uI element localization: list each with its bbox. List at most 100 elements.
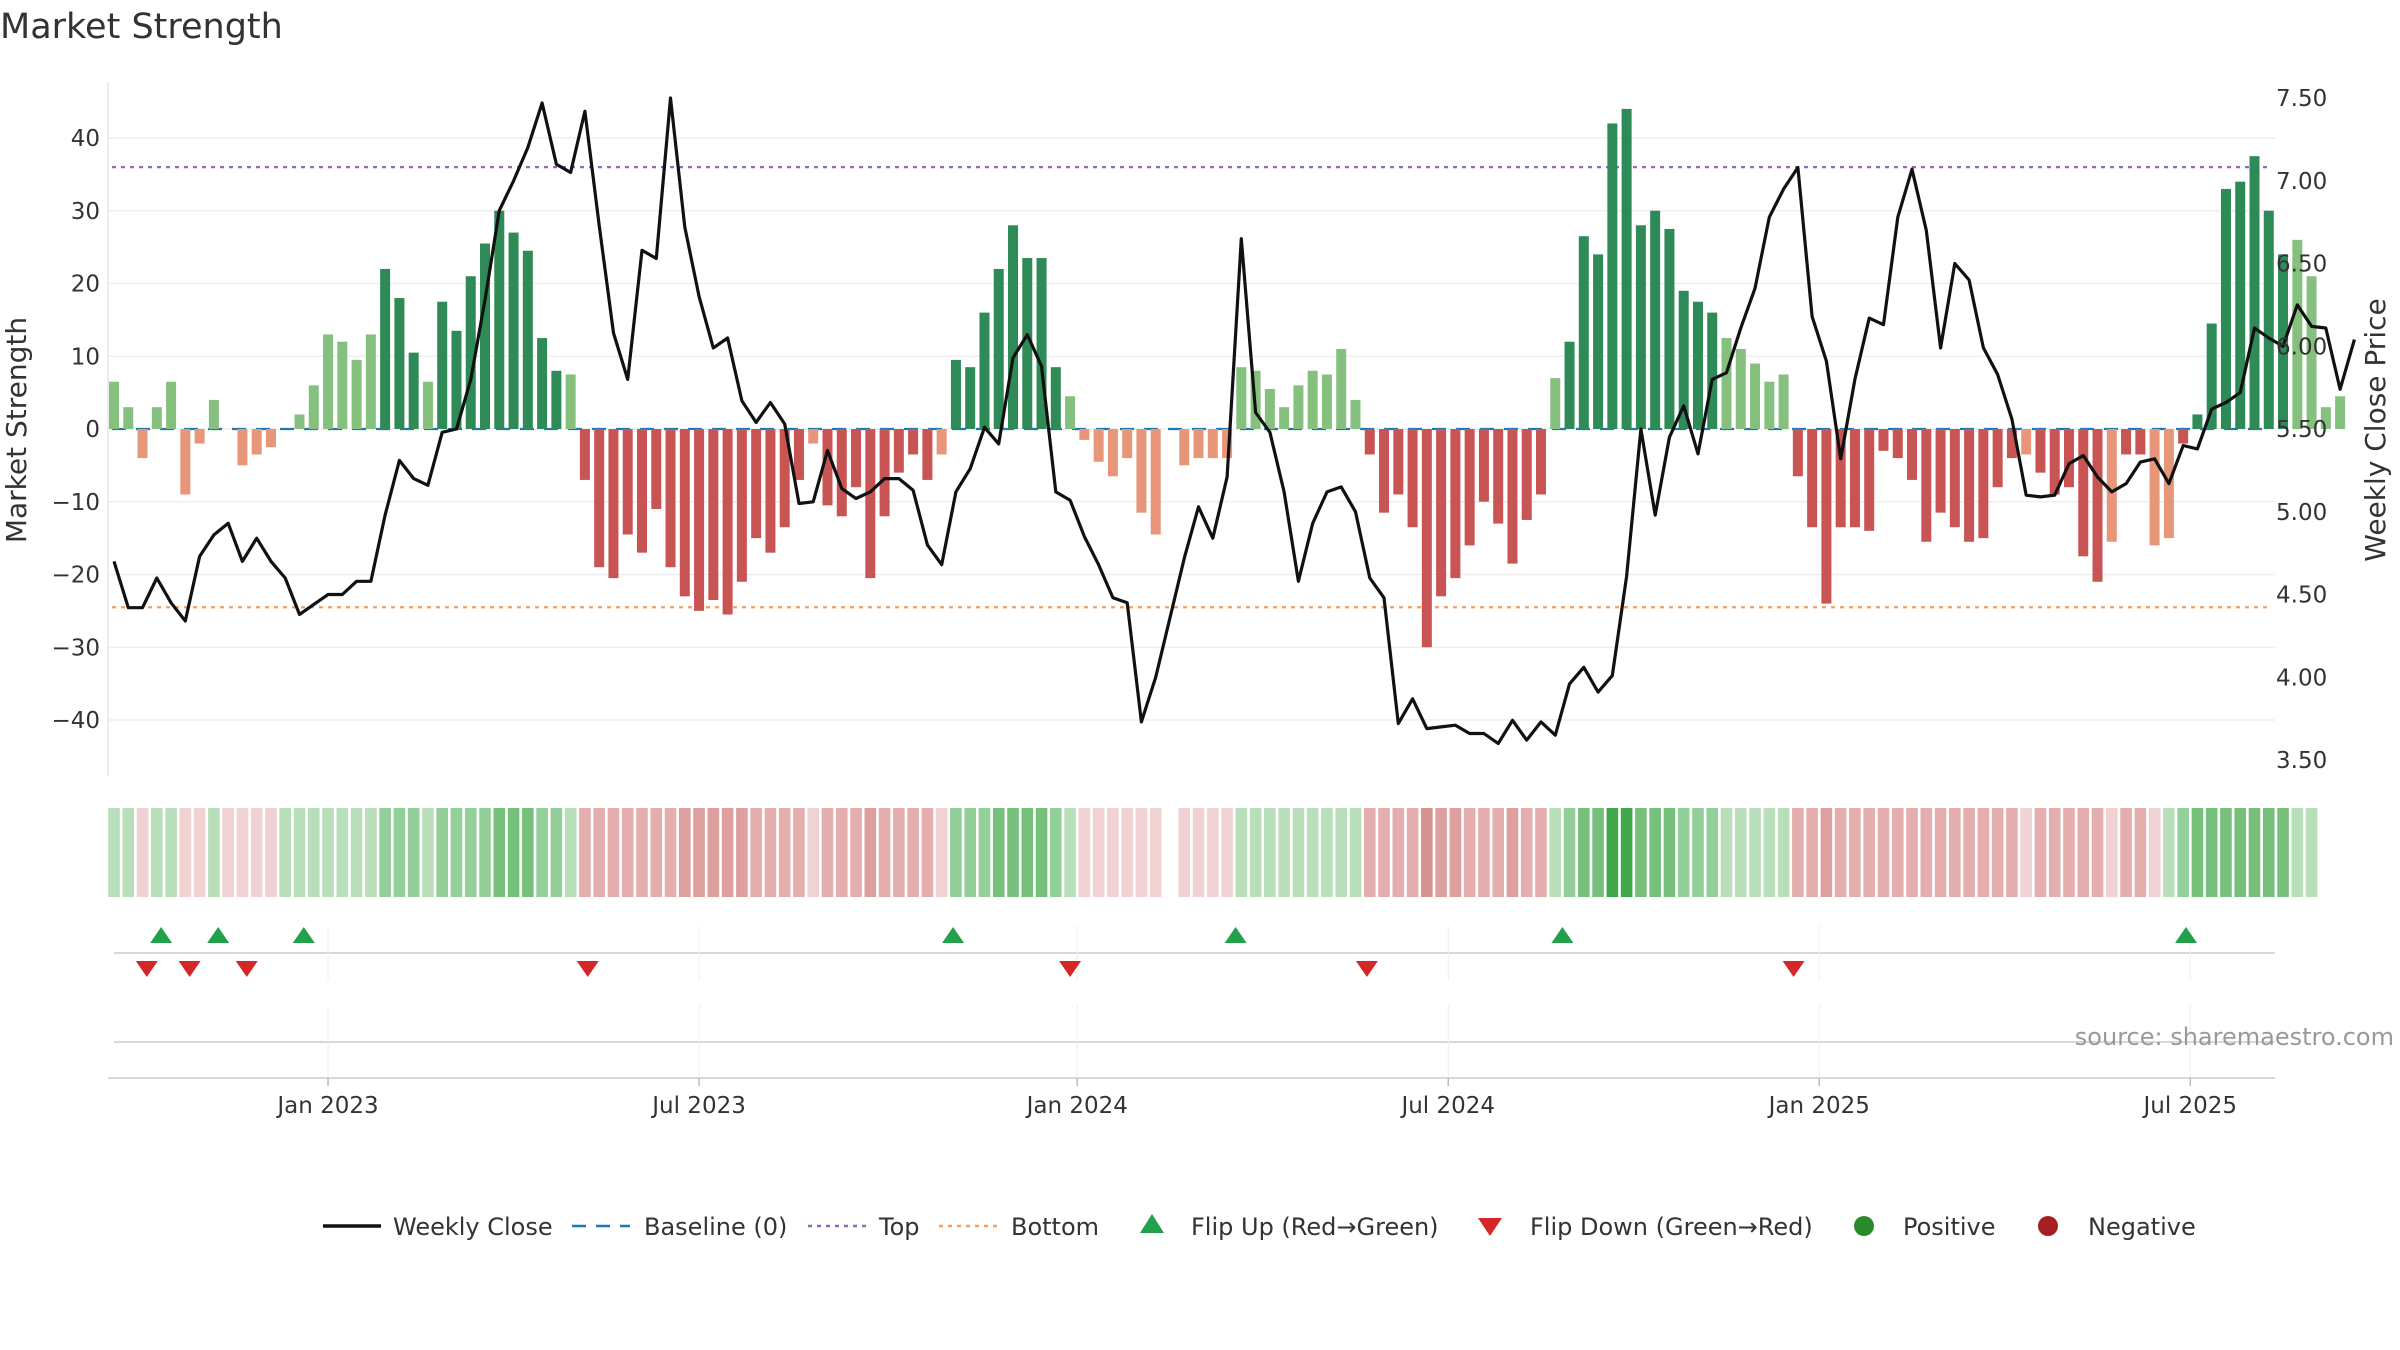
strength-bar [2292, 239, 2303, 429]
legend-swatch [2038, 1216, 2058, 1236]
strength-bar [579, 429, 590, 480]
strength-bar [408, 352, 419, 429]
shading-cell [307, 808, 320, 897]
strength-bar [808, 429, 819, 444]
strength-bar [1521, 429, 1532, 520]
strength-bar [1079, 429, 1090, 440]
strength-bar [1849, 429, 1860, 528]
strength-bar [109, 381, 119, 429]
strength-bar [1293, 385, 1304, 429]
shading-cell [1264, 808, 1276, 897]
shading-cell [736, 808, 748, 897]
shading-cell [1007, 808, 1019, 897]
strength-bar [2306, 276, 2317, 429]
legend-swatch [1478, 1218, 1502, 1236]
strength-bar [779, 429, 790, 528]
strength-bar [1664, 228, 1675, 429]
shading-cell [1963, 808, 1975, 897]
y-left-tick-label: 10 [71, 344, 100, 370]
shading-cell [1135, 808, 1148, 897]
shading-cell [2262, 808, 2275, 897]
shading-cell [1249, 808, 1262, 897]
shading-cell [1520, 808, 1533, 897]
shading-cell [778, 808, 791, 897]
strength-bar [1464, 429, 1475, 546]
shading-cell [2205, 808, 2218, 897]
shading-cell [750, 808, 762, 897]
shading-cell [992, 808, 1005, 897]
shading-cell [1378, 808, 1390, 897]
strength-bar [1692, 301, 1703, 429]
y-right-tick-label: 4.00 [2276, 665, 2327, 691]
y-left-tick-label: −10 [51, 490, 100, 516]
y-left-tick-label: −30 [51, 635, 100, 661]
strength-bar [2135, 429, 2146, 455]
shading-cell [1463, 808, 1476, 897]
legend-swatch [1140, 1214, 1164, 1233]
shading-cell [2234, 808, 2247, 897]
strength-bar [1222, 429, 1233, 459]
shading-cell [1192, 808, 1205, 897]
shading-cell [2106, 808, 2118, 897]
strength-bar [1436, 429, 1447, 597]
shading-cell [1092, 808, 1105, 897]
strength-bar [380, 268, 391, 429]
shading-cell [907, 808, 919, 897]
x-tick-label: Jul 2023 [650, 1093, 746, 1119]
y-left-tick-label: 40 [71, 126, 100, 152]
x-tick-label: Jan 2023 [275, 1093, 378, 1119]
shading-cell [2077, 808, 2090, 897]
strength-bar [265, 429, 276, 448]
x-tick-label: Jan 2025 [1767, 1093, 1870, 1119]
strength-bar [1892, 429, 1903, 459]
y-right-tick-label: 6.00 [2276, 334, 2327, 360]
shading-cell [1692, 808, 1704, 897]
flip-up-marker [207, 927, 230, 943]
strength-bar [1650, 210, 1661, 429]
shading-cell [978, 808, 991, 897]
strength-bar [1807, 429, 1818, 528]
strength-bar [294, 414, 305, 429]
x-axis: Jan 2023 Jul 2023 Jan 2024 Jul 2024 Jan 2025… [108, 1077, 2275, 1119]
strength-bar [1093, 429, 1104, 462]
shading-cell [664, 808, 677, 897]
shading-cell [807, 808, 820, 897]
strength-bar [251, 429, 262, 455]
shading-cell [2220, 808, 2232, 897]
shading-cell [507, 808, 520, 897]
shading-cell [2305, 808, 2318, 897]
strength-bar [1450, 429, 1461, 579]
strength-bar [1607, 123, 1618, 429]
strength-bar [836, 429, 847, 517]
strength-bar [936, 429, 947, 455]
shading-cell [1606, 808, 1619, 897]
shading-cell [1777, 808, 1790, 897]
shading-cell [1849, 808, 1861, 897]
weekly-close-line [112, 96, 2356, 746]
strength-bar [1707, 312, 1718, 429]
shading-cell [1792, 808, 1804, 897]
strength-bar [1864, 429, 1875, 531]
shading-cell [679, 808, 691, 897]
chart-title: Market Strength [0, 7, 283, 47]
shading-cell [2191, 808, 2204, 897]
shading-cell [1706, 808, 1719, 897]
flip-up-marker [1551, 927, 1574, 943]
shading-cell [293, 808, 306, 897]
strength-bar [1207, 429, 1218, 459]
shading-cell [236, 808, 249, 897]
strength-bar [1750, 363, 1761, 429]
shading-cell [707, 808, 720, 897]
shading-cell [693, 808, 705, 897]
shading-cell [1449, 808, 1462, 897]
left-axis-ticks: 40 30 20 10 0 −10 −20 −30 −40 [51, 126, 100, 734]
legend-label: Positive [1903, 1213, 1996, 1241]
strength-bar [1036, 258, 1047, 429]
shading-cell [2277, 808, 2289, 897]
flip-down-marker [178, 961, 201, 977]
y-left-tick-label: 20 [71, 272, 100, 298]
shading-cell [1934, 808, 1947, 897]
shading-cell [1064, 808, 1076, 897]
strength-bar [851, 429, 862, 488]
signal-panel [114, 1005, 2275, 1078]
